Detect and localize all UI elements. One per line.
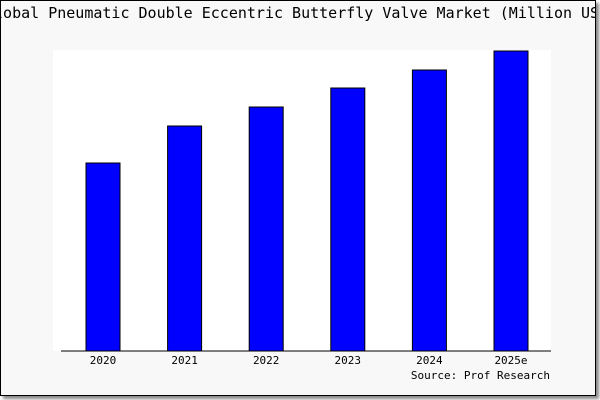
x-tick-label: 2022 [253,354,280,367]
bar-2024 [411,69,447,352]
x-tick-label: 2021 [171,354,198,367]
bar-2023 [330,87,366,352]
x-tick-label: 2023 [335,354,362,367]
bar-2025e [493,50,529,352]
chart-title: Global Pneumatic Double Eccentric Butter… [0,4,596,22]
plot-area [53,50,551,351]
source-note: Source: Prof Research [410,369,550,382]
bar-2022 [248,106,284,352]
bar-2020 [85,162,121,352]
x-tick-label: 2020 [90,354,117,367]
x-tick-label: 2024 [416,354,443,367]
bar-2021 [167,125,203,352]
bar-chart: 2020 2021 2022 2023 2024 2025e [53,50,551,367]
x-tick-label: 2025e [494,354,527,367]
